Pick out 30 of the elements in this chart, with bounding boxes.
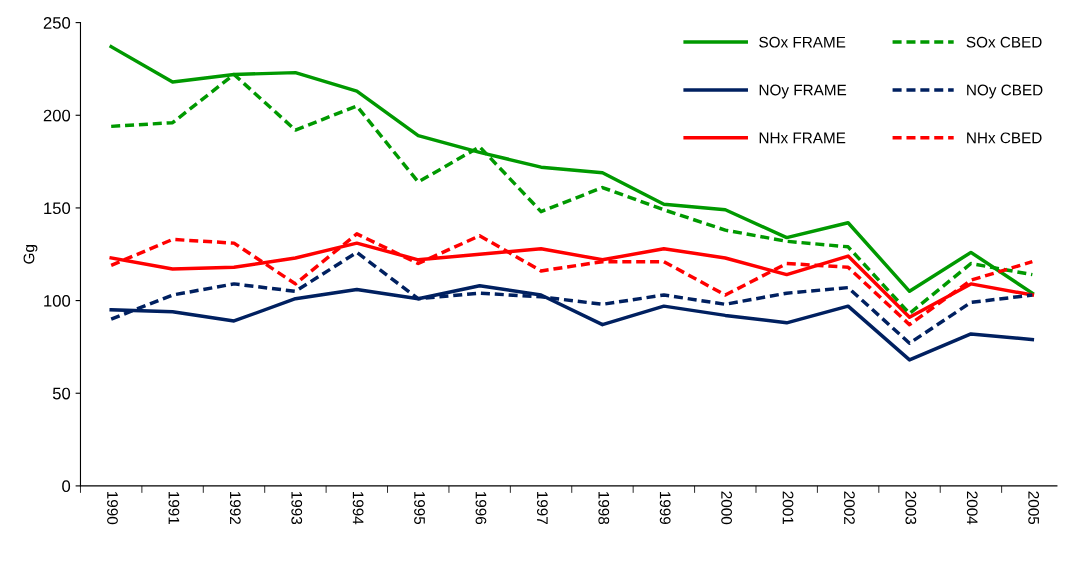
x-tick-label: 2002 xyxy=(844,491,855,524)
x-tick-label: 1998 xyxy=(598,491,610,525)
x-tick-label: 1997 xyxy=(536,491,548,524)
x-tick-label: 1992 xyxy=(229,491,241,524)
legend-label: NHx CBED xyxy=(967,132,1042,144)
x-tick-label: 2003 xyxy=(905,491,917,525)
legend-label: SOx FRAME xyxy=(759,36,846,48)
x-tick-label: 1999 xyxy=(659,491,671,525)
x-tick-label: 1990 xyxy=(107,491,118,525)
x-tick-label: 1994 xyxy=(352,491,364,525)
x-tick-label: 1996 xyxy=(475,491,487,525)
x-tick-label: 2001 xyxy=(782,491,794,524)
line-series xyxy=(109,232,1035,327)
y-tick-label: 50 xyxy=(52,387,71,400)
y-tick-label: 250 xyxy=(43,17,71,29)
x-tick-label: 2000 xyxy=(721,491,732,525)
x-tick-label: 2005 xyxy=(1028,491,1040,525)
y-tick-label: 0 xyxy=(62,480,71,493)
y-tick-label: 150 xyxy=(44,202,71,215)
x-tick-label: 1993 xyxy=(291,491,303,525)
x-tick-label: 2004 xyxy=(966,491,978,525)
legend-label: NOy CBED xyxy=(967,84,1043,99)
legend-label: SOx CBED xyxy=(966,36,1042,48)
y-axis-title: Gg xyxy=(23,245,38,264)
x-tick-label: 1995 xyxy=(414,491,425,525)
y-tick-label: 200 xyxy=(43,109,71,122)
legend-label: NOy FRAME xyxy=(759,84,847,99)
legend-label: NHx FRAME xyxy=(759,132,846,144)
x-tick-label: 1991 xyxy=(168,491,180,524)
y-tick-label: 100 xyxy=(44,294,71,307)
